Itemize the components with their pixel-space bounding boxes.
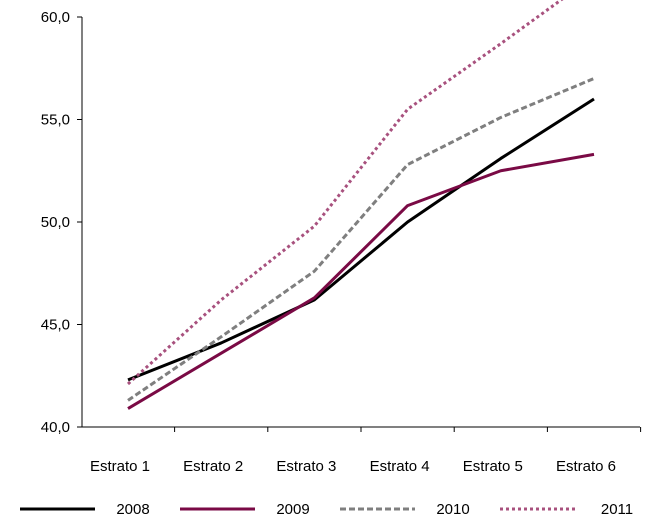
series-line-2009 — [127, 152, 595, 410]
legend-item-2008[interactable]: 2008 — [20, 501, 150, 518]
series-line-2008 — [127, 97, 595, 382]
series-line-2010 — [127, 77, 595, 402]
y-tick-label: 55,0 — [41, 112, 70, 129]
y-tick-label: 40,0 — [41, 419, 70, 436]
x-tick-label: Estrato 3 — [276, 458, 336, 475]
legend-item-2010[interactable]: 2010 — [340, 501, 470, 518]
legend-item-2009[interactable]: 2009 — [180, 501, 310, 518]
tick-labels: 40,0 45,0 50,0 55,0 60,0 Estrato 1 Estrato 2 Es… — [41, 9, 616, 475]
x-tick-label: Estrato 1 — [90, 458, 150, 475]
y-tick-label: 45,0 — [41, 317, 70, 334]
legend-item-2011[interactable]: 2011 — [500, 501, 633, 518]
x-tick-label: Estrato 5 — [463, 458, 523, 475]
x-tick-label: Estrato 4 — [370, 458, 430, 475]
x-tick-label: Estrato 6 — [556, 458, 616, 475]
legend-label: 2010 — [436, 501, 469, 518]
y-tick-label: 50,0 — [41, 214, 70, 231]
y-tick-label: 60,0 — [41, 9, 70, 26]
series-line-2011 — [126, 0, 564, 386]
series-layer — [126, 0, 595, 410]
legend-label: 2011 — [601, 501, 633, 518]
legend-label: 2008 — [116, 501, 149, 518]
axes — [77, 16, 642, 432]
x-tick-label: Estrato 2 — [183, 458, 243, 475]
legend[interactable]: 2008 2009 2010 2011 — [20, 501, 633, 518]
legend-label: 2009 — [276, 501, 309, 518]
